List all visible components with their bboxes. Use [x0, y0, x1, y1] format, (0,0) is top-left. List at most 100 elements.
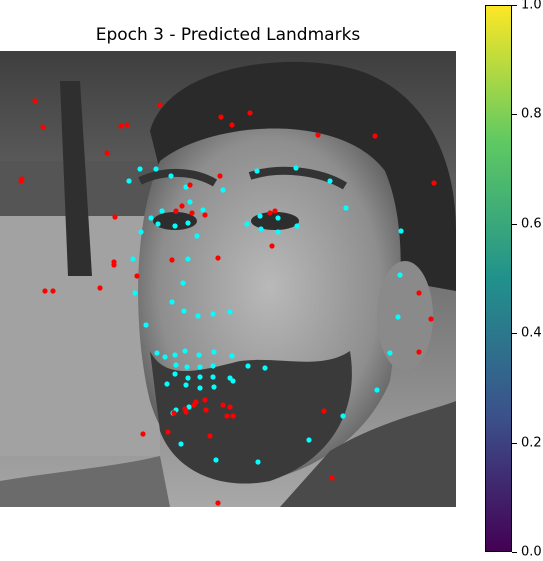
landmark-point-red	[224, 413, 230, 419]
landmark-point-cyan	[183, 184, 189, 190]
landmark-point-cyan	[244, 221, 250, 227]
shoulder	[280, 401, 456, 507]
right-eyebrow	[248, 166, 348, 190]
landmark-point-red	[189, 210, 195, 216]
landmark-point-red	[272, 208, 278, 214]
landmark-point-red	[203, 407, 209, 413]
landmark-point-red	[329, 475, 335, 481]
landmark-point-red	[171, 410, 177, 416]
landmark-point-red	[18, 178, 24, 184]
landmark-point-cyan	[197, 374, 203, 380]
landmark-point-cyan	[181, 308, 187, 314]
colorbar-tick-label: 0.4	[521, 325, 542, 341]
landmark-point-red	[217, 173, 223, 179]
landmark-point-cyan	[262, 365, 268, 371]
landmark-point-red	[215, 255, 221, 261]
landmark-point-cyan	[185, 375, 191, 381]
landmark-point-cyan	[154, 350, 160, 356]
landmark-point-red	[315, 132, 321, 138]
landmark-point-red	[169, 257, 175, 263]
colorbar	[485, 5, 512, 552]
face-photo-with-landmarks	[0, 51, 456, 507]
landmark-point-red	[124, 122, 130, 128]
landmark-point-cyan	[374, 387, 380, 393]
left-eyebrow	[138, 169, 218, 187]
landmark-point-cyan	[186, 404, 192, 410]
landmark-point-cyan	[306, 437, 312, 443]
colorbar-tick	[512, 114, 517, 116]
landmark-point-cyan	[130, 256, 136, 262]
colorbar-tick-label: 0.6	[521, 216, 542, 232]
landmark-point-cyan	[180, 280, 186, 286]
landmark-point-cyan	[197, 364, 203, 370]
landmark-point-red	[112, 214, 118, 220]
landmark-point-red	[173, 208, 179, 214]
landmark-point-red	[207, 433, 213, 439]
landmark-point-cyan	[210, 374, 216, 380]
landmark-point-cyan	[184, 364, 190, 370]
landmark-point-red	[220, 402, 226, 408]
landmark-point-cyan	[185, 256, 191, 262]
plot-title: Epoch 3 - Predicted Landmarks	[95, 25, 361, 45]
landmark-point-cyan	[294, 223, 300, 229]
landmark-point-cyan	[182, 348, 188, 354]
landmark-point-cyan	[213, 457, 219, 463]
landmark-point-cyan	[197, 385, 203, 391]
landmark-point-red	[187, 182, 193, 188]
colorbar-tick-label: 0.8	[521, 106, 542, 122]
colorbar-tick	[512, 333, 517, 335]
landmark-point-red	[165, 429, 171, 435]
landmark-point-cyan	[398, 228, 404, 234]
landmark-point-cyan	[200, 207, 206, 213]
landmark-point-red	[40, 124, 46, 130]
cyan-landmarks	[126, 165, 404, 465]
colorbar-tick-label: 0.2	[521, 435, 542, 451]
landmark-point-cyan	[257, 213, 263, 219]
landmark-point-red	[227, 404, 233, 410]
landmark-point-red	[321, 408, 327, 414]
landmark-point-cyan	[137, 166, 143, 172]
landmark-point-red	[179, 203, 185, 209]
landmark-point-red	[416, 290, 422, 296]
landmark-point-cyan	[185, 220, 191, 226]
landmark-point-red	[267, 210, 273, 216]
landmark-point-cyan	[138, 229, 144, 235]
landmark-point-red	[157, 102, 163, 108]
landmark-point-cyan	[395, 314, 401, 320]
landmark-point-cyan	[343, 205, 349, 211]
landmark-point-red	[183, 409, 189, 415]
landmark-point-cyan	[210, 311, 216, 317]
landmark-point-cyan	[183, 382, 189, 388]
landmark-point-red	[218, 114, 224, 120]
landmark-point-cyan	[227, 309, 233, 315]
landmark-point-cyan	[211, 384, 217, 390]
landmark-point-cyan	[387, 350, 393, 356]
landmark-point-red	[202, 397, 208, 403]
landmark-point-cyan	[173, 362, 179, 368]
colorbar-tick	[512, 5, 517, 6]
landmark-point-cyan	[172, 352, 178, 358]
landmark-point-red	[104, 150, 110, 156]
landmark-point-cyan	[255, 459, 261, 465]
landmark-point-red	[134, 273, 140, 279]
landmark-point-red	[229, 122, 235, 128]
landmark-point-cyan	[196, 352, 202, 358]
landmark-point-cyan	[258, 226, 264, 232]
landmark-point-red	[32, 98, 38, 104]
landmark-point-cyan	[168, 173, 174, 179]
colorbar-gradient	[486, 6, 511, 551]
landmark-point-cyan	[148, 215, 154, 221]
colorbar-tick-label: 0.0	[521, 544, 542, 560]
landmark-point-cyan	[126, 178, 132, 184]
landmark-point-red	[215, 500, 221, 506]
left-eye	[153, 212, 197, 230]
landmark-point-red	[202, 212, 208, 218]
tree-trunk	[60, 81, 92, 276]
collar	[0, 456, 170, 507]
landmark-point-cyan	[172, 371, 178, 377]
landmark-point-red	[140, 431, 146, 437]
landmark-point-red	[118, 123, 124, 129]
colorbar-tick-label: 1.0	[521, 0, 542, 13]
landmark-point-red	[416, 349, 422, 355]
landmark-point-red	[111, 262, 117, 268]
